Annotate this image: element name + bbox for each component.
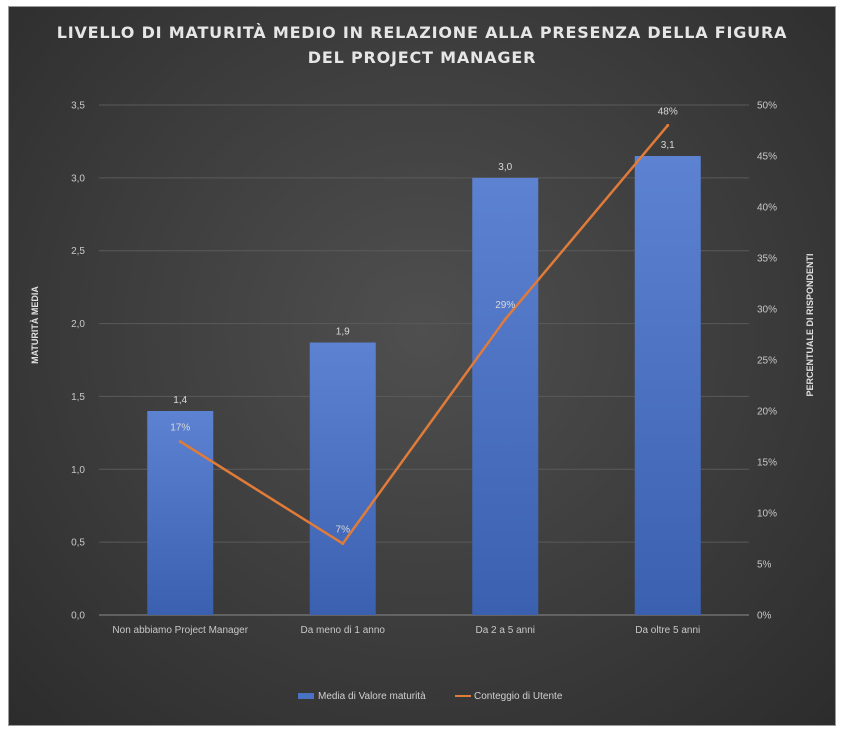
left-axis-title: MATURITÀ MEDIA [30, 286, 40, 364]
line-value-label: 29% [495, 300, 515, 311]
right-tick-label: 40% [757, 203, 777, 214]
right-axis-title: PERCENTUALE DI RISPONDENTI [805, 253, 815, 396]
right-tick-label: 25% [757, 356, 777, 367]
right-tick-label: 0% [757, 611, 772, 622]
left-tick-label: 3,0 [71, 173, 85, 184]
bar-value-label: 1,4 [173, 395, 187, 406]
left-tick-label: 1,5 [71, 392, 85, 403]
line-path [179, 124, 669, 545]
chart-title-line-1: LIVELLO DI MATURITÀ MEDIO IN RELAZIONE A… [57, 23, 788, 42]
chart-svg: LIVELLO DI MATURITÀ MEDIO IN RELAZIONE A… [30, 23, 815, 702]
right-tick-label: 45% [757, 152, 777, 163]
line-value-label: 48% [658, 106, 678, 117]
left-axis-ticks: 0,0 0,5 1,0 1,5 2,0 2,5 3,0 3,5 [71, 101, 85, 622]
right-tick-label: 30% [757, 305, 777, 316]
bar-value-label: 3,1 [661, 140, 675, 151]
category-label: Non abbiamo Project Manager [112, 625, 248, 636]
category-label: Da oltre 5 anni [635, 625, 700, 636]
right-tick-label: 15% [757, 458, 777, 469]
left-tick-label: 1,0 [71, 465, 85, 476]
category-labels: Non abbiamo Project Manager Da meno di 1 … [112, 625, 700, 636]
category-label: Da 2 a 5 anni [476, 625, 536, 636]
legend-swatch-bar [298, 693, 314, 699]
line-point [178, 440, 182, 444]
line-value-label: 17% [170, 423, 190, 434]
legend: Media di Valore maturità Conteggio di Ut… [298, 691, 563, 702]
bar [147, 411, 214, 615]
left-tick-label: 2,5 [71, 246, 85, 257]
line-point [503, 317, 507, 321]
line-point [666, 123, 670, 127]
right-tick-label: 20% [757, 407, 777, 418]
bar [472, 177, 539, 615]
legend-label-line: Conteggio di Utente [474, 691, 563, 702]
bar-value-label: 1,9 [336, 327, 350, 338]
right-axis-ticks: 0% 5% 10% 15% 20% 25% 30% 35% 40% 45% 50% [757, 101, 777, 622]
bar-series [147, 156, 701, 615]
left-tick-label: 3,5 [71, 101, 85, 112]
right-tick-label: 50% [757, 101, 777, 112]
bar-data-labels: 1,4 1,9 3,0 3,1 [173, 140, 675, 406]
right-tick-label: 10% [757, 509, 777, 520]
chart-title-line-2: DEL PROJECT MANAGER [308, 48, 536, 67]
category-label: Da meno di 1 anno [300, 625, 385, 636]
right-tick-label: 5% [757, 560, 772, 571]
left-tick-label: 2,0 [71, 319, 85, 330]
left-tick-label: 0,5 [71, 538, 85, 549]
line-series [178, 123, 670, 546]
line-value-label: 7% [336, 525, 351, 536]
left-tick-label: 0,0 [71, 611, 85, 622]
right-tick-label: 35% [757, 254, 777, 265]
line-point [341, 542, 345, 546]
line-data-labels: 17% 7% 29% 48% [170, 106, 678, 535]
chart-frame: LIVELLO DI MATURITÀ MEDIO IN RELAZIONE A… [8, 6, 836, 726]
bar [309, 342, 376, 615]
legend-label-bar: Media di Valore maturità [318, 691, 426, 702]
bar-value-label: 3,0 [498, 162, 512, 173]
bar [634, 156, 701, 615]
